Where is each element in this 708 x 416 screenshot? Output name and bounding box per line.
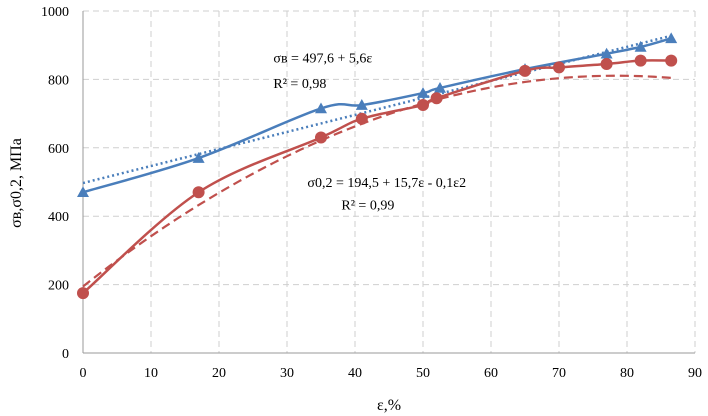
data-point-circle — [430, 92, 443, 105]
x-tick-label: 20 — [212, 366, 226, 381]
data-point-triangle — [417, 87, 429, 98]
data-point-triangle — [634, 40, 647, 52]
data-point-triangle — [77, 186, 89, 198]
annotations: σв = 497,6 + 5,6ε R² = 0,98 σ0,2 = 194,5 +… — [273, 51, 466, 213]
data-point-circle — [634, 54, 647, 67]
data-point-circle — [553, 61, 565, 74]
tick-labels: 0 10 20 30 40 50 60 70 80 90 0 200 400 600 800 1000 — [41, 5, 702, 381]
x-tick-label: 30 — [280, 366, 294, 381]
data-point-triangle — [192, 152, 205, 163]
annotation: σв = 497,6 + 5,6ε — [273, 51, 372, 66]
series-markers — [77, 32, 678, 300]
y-tick-label: 800 — [48, 73, 69, 88]
annotation: σ0,2 = 194,5 + 15,7ε - 0,1ε2 — [307, 176, 466, 191]
y-tick-label: 1000 — [41, 5, 69, 20]
data-point-circle — [519, 64, 531, 77]
x-tick-label: 90 — [688, 366, 702, 381]
y-axis-label: σв,σ0,2, МПа — [8, 138, 25, 228]
data-point-circle — [192, 186, 205, 199]
x-tick-label: 70 — [552, 366, 566, 381]
x-tick-label: 50 — [416, 366, 430, 381]
y-tick-label: 600 — [48, 142, 69, 157]
grid — [83, 10, 696, 353]
data-point-triangle — [315, 102, 327, 114]
data-point-triangle — [434, 81, 446, 93]
series-line-0 — [82, 37, 672, 194]
data-point-circle — [665, 54, 678, 67]
x-tick-label: 40 — [348, 366, 362, 381]
trendline-red — [82, 74, 675, 288]
y-tick-label: 200 — [48, 279, 69, 294]
data-point-triangle — [665, 32, 678, 44]
y-tick-label: 400 — [48, 210, 69, 225]
annotation: R² = 0,98 — [273, 77, 326, 92]
x-tick-label: 60 — [484, 366, 498, 381]
x-tick-label: 0 — [80, 366, 87, 381]
y-tick-label: 0 — [62, 347, 69, 362]
x-axis-label: ε,% — [377, 397, 401, 414]
data-point-circle — [417, 99, 429, 112]
data-point-circle — [315, 131, 327, 144]
data-point-triangle — [355, 99, 368, 110]
data-point-triangle — [600, 47, 613, 59]
annotation: R² = 0,99 — [341, 198, 394, 213]
x-tick-label: 80 — [620, 366, 634, 381]
trendline-blue — [82, 33, 675, 185]
data-point-circle — [355, 112, 368, 125]
data-point-circle — [600, 58, 613, 71]
data-point-circle — [77, 287, 89, 300]
x-tick-label: 10 — [144, 366, 158, 381]
trendlines — [82, 33, 675, 288]
